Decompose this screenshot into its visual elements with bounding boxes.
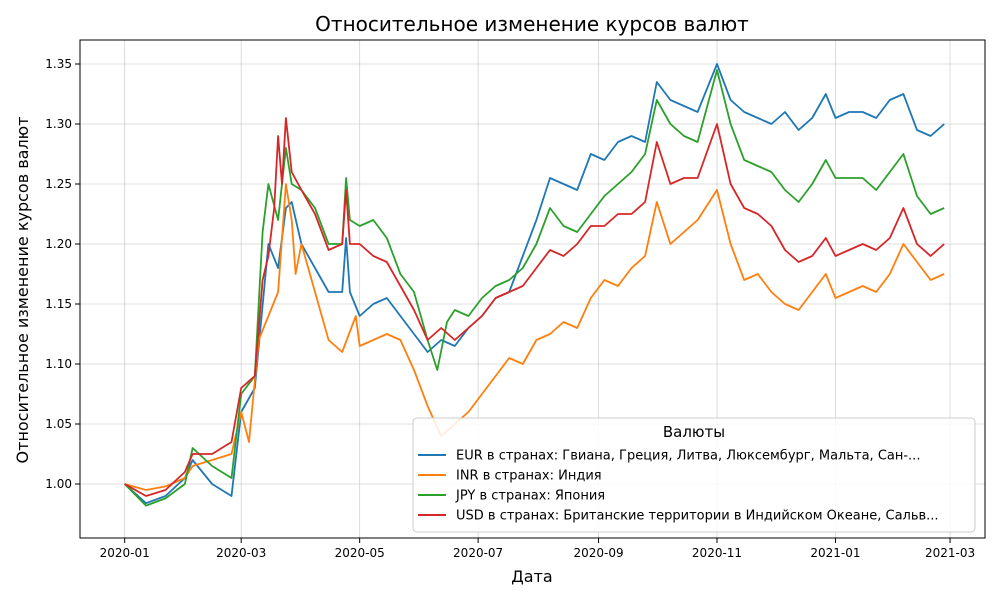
y-tick-label: 1.10 <box>45 357 72 371</box>
x-tick-label: 2020-05 <box>335 546 385 560</box>
x-tick-label: 2020-07 <box>453 546 503 560</box>
legend-items: EUR в странах: Гвиана, Греция, Литва, Лю… <box>418 449 939 524</box>
x-axis-label: Дата <box>511 567 552 586</box>
x-tick-label: 2020-01 <box>100 546 150 560</box>
y-tick-label: 1.05 <box>45 417 72 431</box>
y-axis: 1.00 1.05 1.10 1.15 1.20 1.25 1.30 1.35 <box>45 57 80 491</box>
series-layer <box>124 63 945 507</box>
x-tick-label: 2020-11 <box>692 546 742 560</box>
y-tick-label: 1.35 <box>45 57 72 71</box>
x-tick-label: 2020-09 <box>573 546 623 560</box>
y-tick-label: 1.20 <box>45 237 72 251</box>
legend-title: Валюты <box>663 423 725 441</box>
legend-label-2: JPY в странах: Япония <box>455 489 605 504</box>
y-tick-label: 1.15 <box>45 297 72 311</box>
x-tick-label: 2021-03 <box>925 546 975 560</box>
plot-frame <box>79 39 986 539</box>
y-tick-label: 1.00 <box>45 477 72 491</box>
x-tick-label: 2021-01 <box>810 546 860 560</box>
legend: Валюты EUR в странах: Гвиана, Греция, Ли… <box>412 417 976 533</box>
chart-title: Относительное изменение курсов валют <box>315 12 749 36</box>
y-tick-label: 1.30 <box>45 117 72 131</box>
legend-box <box>412 417 976 533</box>
series-line-1 <box>124 183 945 491</box>
x-tick-label: 2020-03 <box>216 546 266 560</box>
legend-label-1: INR в странах: Индия <box>456 469 602 484</box>
y-axis-label: Относительное изменение курсов валют <box>13 117 32 464</box>
x-axis: 2020-01 2020-03 2020-05 2020-07 2020-09 2020-… <box>100 538 975 560</box>
y-tick-label: 1.25 <box>45 177 72 191</box>
legend-label-3: USD в странах: Британские территории в И… <box>456 509 939 524</box>
series-line-3 <box>124 117 945 497</box>
legend-label-0: EUR в странах: Гвиана, Греция, Литва, Лю… <box>456 449 920 464</box>
